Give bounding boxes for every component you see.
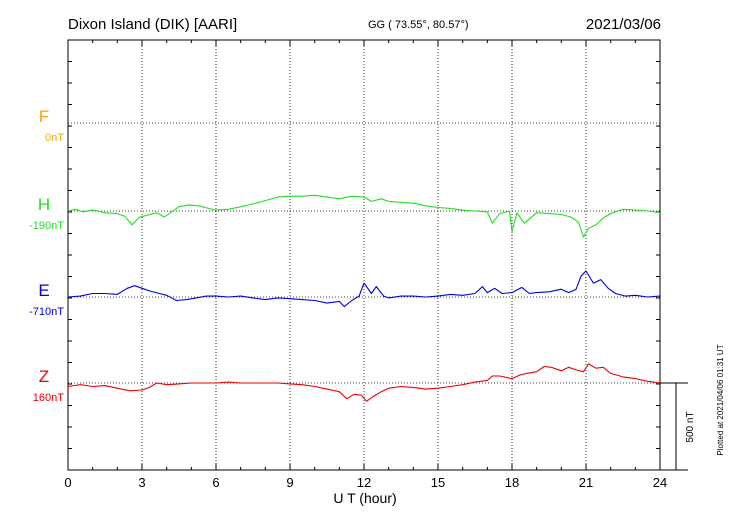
panel-label-h: H <box>38 195 50 214</box>
x-tick-labels: 0 3 6 9 12 15 18 21 24 <box>64 475 667 490</box>
series-line-e <box>67 270 661 308</box>
plot-frame <box>67 39 661 471</box>
panel-baseline-h: -190nT <box>29 220 64 232</box>
scale-bar: 500 nT <box>660 382 696 471</box>
x-tick-label: 18 <box>505 475 519 490</box>
series-lines <box>67 194 661 402</box>
coordinates-label: GG ( 73.55°, 80.57°) <box>368 19 469 31</box>
date-label: 2021/03/06 <box>586 16 661 33</box>
x-tick-label: 12 <box>357 475 371 490</box>
panel-label-f: F <box>39 107 49 126</box>
station-title: Dixon Island (DIK) [AARI] <box>68 16 237 33</box>
plotted-at-note: Plotted at 2021/04/06 01:31 UT <box>716 344 725 455</box>
series-line-z <box>67 363 661 402</box>
x-tick-label: 9 <box>286 475 293 490</box>
x-tick-label: 0 <box>64 475 71 490</box>
panel-baseline-f: 0nT <box>45 132 64 144</box>
x-axis-label: U T (hour) <box>333 490 396 506</box>
axis-ticks <box>67 39 661 471</box>
scale-bar-label: 500 nT <box>685 411 696 442</box>
panel-baseline-e: -710nT <box>29 306 64 318</box>
grid-lines <box>68 40 660 470</box>
x-tick-label: 15 <box>431 475 445 490</box>
x-tick-label: 3 <box>138 475 145 490</box>
panel-label-e: E <box>38 281 49 300</box>
x-tick-label: 6 <box>212 475 219 490</box>
panel-labels: F 0nT H -190nT E -710nT Z 160nT <box>29 107 64 404</box>
panel-label-z: Z <box>39 367 49 386</box>
series-line-h <box>67 194 661 238</box>
x-tick-label: 24 <box>653 475 667 490</box>
panel-baseline-z: 160nT <box>33 392 64 404</box>
x-tick-label: 21 <box>579 475 593 490</box>
